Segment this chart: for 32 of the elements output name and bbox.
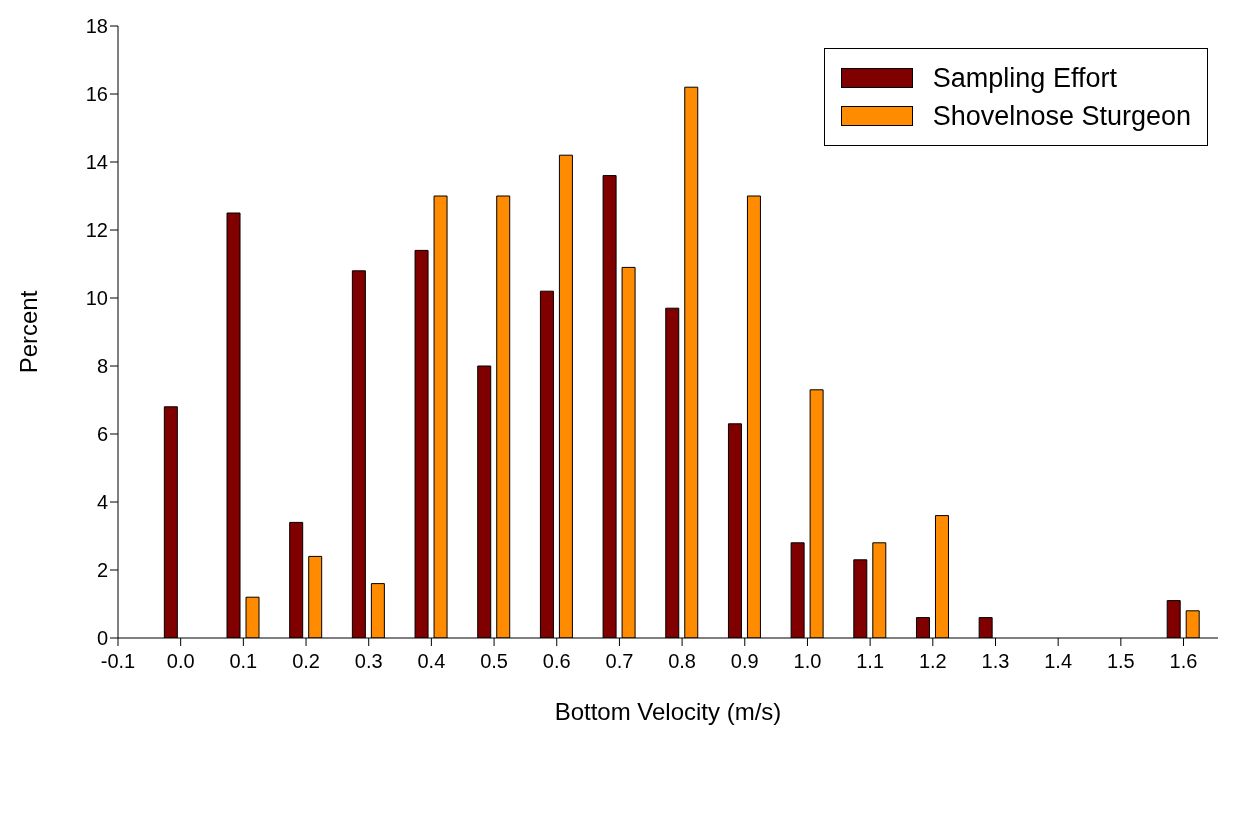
x-tick-label: 0.1 (229, 650, 258, 673)
x-axis-title: Bottom Velocity (m/s) (554, 698, 782, 725)
legend-label: Sampling Effort (932, 62, 1117, 95)
x-tick-label: 1.2 (918, 650, 947, 673)
x-tick-label: 1.1 (856, 650, 885, 673)
y-axis-title: Percent (14, 290, 42, 374)
y-tick-label: 6 (96, 423, 108, 446)
x-tick-label: 1.0 (793, 650, 822, 673)
x-tick-label: 1.3 (981, 650, 1010, 673)
y-tick-label: 10 (85, 287, 108, 310)
y-tick-label: 12 (85, 219, 108, 242)
x-tick-label: 0.6 (542, 650, 571, 673)
x-tick-label: 0.7 (605, 650, 634, 673)
y-tick-label: 8 (96, 355, 108, 378)
legend-label: Shovelnose Sturgeon (932, 100, 1191, 133)
x-tick-label: 0.2 (292, 650, 320, 673)
x-tick-label: 0.3 (354, 650, 383, 673)
x-tick-label: -0.1 (100, 650, 136, 673)
x-tick-label: 1.6 (1169, 650, 1198, 673)
y-tick-label: 4 (96, 491, 108, 514)
x-tick-label: 0.9 (730, 650, 759, 673)
y-tick-label: 0 (96, 627, 108, 650)
y-tick-label: 2 (96, 559, 108, 582)
y-tick-label: 16 (85, 83, 108, 106)
x-tick-label: 0.4 (417, 650, 446, 673)
y-tick-label: 14 (85, 151, 108, 174)
y-tick-label: 18 (85, 15, 108, 38)
x-tick-label: 1.4 (1044, 650, 1073, 673)
x-tick-label: 1.5 (1106, 650, 1135, 673)
x-tick-label: 0.8 (668, 650, 697, 673)
x-tick-label: 0.5 (480, 650, 508, 673)
x-tick-label: 0.0 (166, 650, 195, 673)
